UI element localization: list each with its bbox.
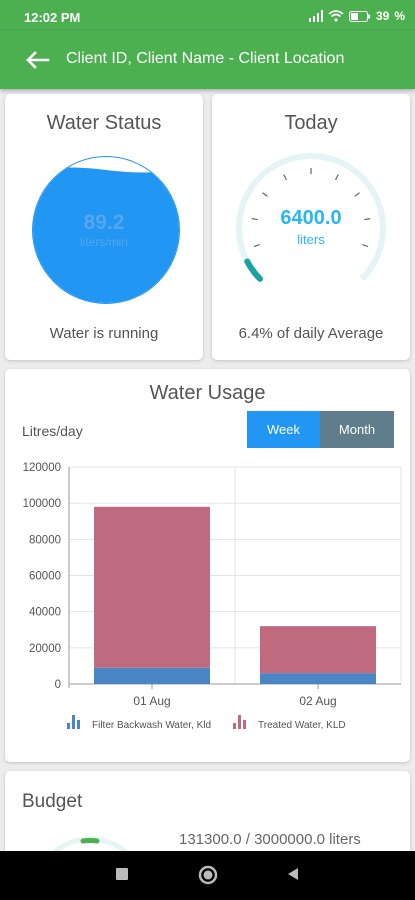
usage-unit-label: Litres/day bbox=[22, 423, 83, 439]
water-usage-chart: 0 20000 40000 60000 80000 100000 120000 01 Aug 0… bbox=[23, 462, 402, 731]
water-usage-title: Water Usage bbox=[149, 382, 266, 404]
today-card: Today 6400.0 liters 6.4% of daily Averag… bbox=[212, 94, 410, 360]
gauge-tick bbox=[334, 174, 339, 181]
system-nav-bar bbox=[0, 851, 415, 900]
legend-swatch bbox=[238, 715, 241, 729]
bar-segment bbox=[260, 673, 376, 684]
recents-icon[interactable] bbox=[114, 866, 130, 882]
x-tick-label: 02 Aug bbox=[299, 694, 336, 708]
app-bar: Client ID, Client Name - Client Location bbox=[0, 31, 415, 89]
battery-percent-sign: % bbox=[394, 9, 405, 23]
bar-segment bbox=[94, 667, 210, 684]
today-unit: liters bbox=[297, 232, 325, 247]
legend-swatch bbox=[233, 723, 236, 729]
legend-label: Treated Water, KLD bbox=[258, 720, 346, 731]
gauge-tick bbox=[362, 244, 369, 248]
budget-value: 131300.0 / 3000000.0 liters bbox=[179, 831, 361, 848]
legend-label: Filter Backwash Water, Kld bbox=[92, 720, 211, 731]
water-flow-value: 89.2 bbox=[83, 211, 125, 234]
y-tick-label: 20000 bbox=[29, 643, 61, 655]
legend-swatch bbox=[77, 720, 80, 729]
battery-level: 39 bbox=[375, 9, 390, 23]
budget-title: Budget bbox=[22, 791, 83, 812]
y-tick-label: 40000 bbox=[29, 607, 61, 619]
water-status-caption: Water is running bbox=[49, 325, 159, 342]
wifi-icon bbox=[328, 10, 344, 22]
water-usage-card: Water Usage Litres/day Week Month 0 20000… bbox=[5, 369, 410, 762]
signal-icon bbox=[308, 10, 323, 22]
water-status-title: Water Status bbox=[46, 112, 162, 134]
y-tick-label: 80000 bbox=[29, 534, 61, 546]
back-arrow-icon[interactable] bbox=[24, 49, 50, 71]
gauge-tick bbox=[283, 174, 288, 181]
y-tick-label: 100000 bbox=[23, 498, 61, 510]
gauge-track bbox=[236, 153, 386, 282]
status-time: 12:02 PM bbox=[24, 10, 81, 25]
back-nav-icon[interactable] bbox=[285, 866, 301, 882]
gauge-tick bbox=[354, 192, 360, 197]
today-title: Today bbox=[284, 112, 338, 134]
bar-segment bbox=[260, 626, 376, 674]
month-button[interactable]: Month bbox=[320, 411, 394, 448]
legend-item: Treated Water, KLD bbox=[233, 715, 346, 731]
y-tick-label: 60000 bbox=[29, 571, 61, 583]
water-flow-unit: liters/min bbox=[79, 235, 128, 249]
gauge-tick bbox=[253, 244, 260, 248]
gauge-tick bbox=[262, 192, 268, 197]
home-icon[interactable] bbox=[197, 864, 219, 886]
water-level-circle bbox=[32, 156, 180, 304]
water-fill bbox=[33, 167, 179, 303]
y-tick-label: 120000 bbox=[23, 462, 61, 474]
status-bar: 12:02 PM 39% bbox=[0, 0, 415, 31]
water-status-card: Water Status 89.2 liters/min Water is ru… bbox=[5, 94, 203, 360]
week-button[interactable]: Week bbox=[247, 411, 320, 448]
legend-item: Filter Backwash Water, Kld bbox=[67, 715, 211, 731]
legend-swatch bbox=[72, 715, 75, 729]
status-icons: 39% bbox=[308, 9, 405, 23]
bar-segment bbox=[94, 506, 210, 668]
today-gauge bbox=[236, 153, 386, 282]
gauge-tick bbox=[364, 218, 371, 221]
today-caption: 6.4% of daily Average bbox=[238, 325, 384, 342]
page-title: Client ID, Client Name - Client Location bbox=[66, 50, 345, 67]
gauge-progress bbox=[244, 258, 264, 282]
legend-swatch bbox=[243, 720, 246, 729]
legend-swatch bbox=[67, 723, 70, 729]
y-tick-label: 0 bbox=[55, 679, 61, 691]
battery-icon bbox=[348, 10, 370, 22]
today-value: 6400.0 bbox=[280, 207, 342, 229]
gauge-tick bbox=[251, 218, 258, 221]
x-tick-label: 01 Aug bbox=[133, 694, 170, 708]
